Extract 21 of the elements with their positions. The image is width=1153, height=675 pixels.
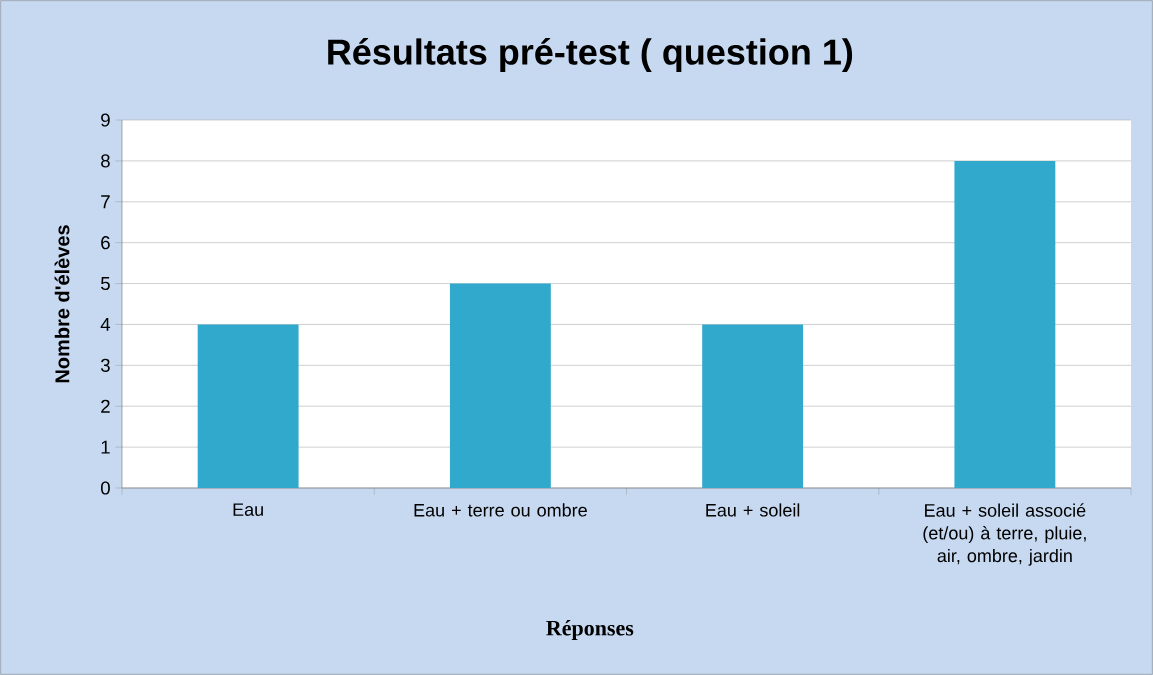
y-tick-label: 0: [100, 481, 110, 495]
y-axis-title: Nombre d'élèves: [54, 225, 70, 383]
x-tick-label: Eau + soleil: [706, 503, 800, 517]
chart-title: Résultats pré-test ( question 1): [328, 38, 853, 72]
x-axis-title: Réponses: [546, 620, 634, 640]
y-tick-label: 1: [101, 440, 110, 454]
bar: [449, 283, 551, 488]
y-tick-label: 3: [100, 358, 110, 372]
y-tick-label: 8: [101, 154, 110, 168]
bar: [702, 324, 804, 488]
y-tick-label: 9: [101, 113, 110, 127]
y-tick-label: 2: [101, 399, 110, 413]
y-tick-label: 6: [101, 236, 110, 250]
y-tick-label: 7: [101, 195, 110, 209]
bar: [197, 324, 299, 488]
x-tick-label: Eau + terre ou ombre: [414, 503, 587, 517]
x-tick-label: Eau: [233, 503, 263, 516]
y-tick-label: 4: [100, 318, 111, 331]
bar: [954, 160, 1056, 488]
y-tick-label: 5: [100, 277, 110, 291]
x-tick-label: Eau + soleil associé (et/ou) à terre, pluie, air, ombre, jardin: [923, 503, 1086, 566]
